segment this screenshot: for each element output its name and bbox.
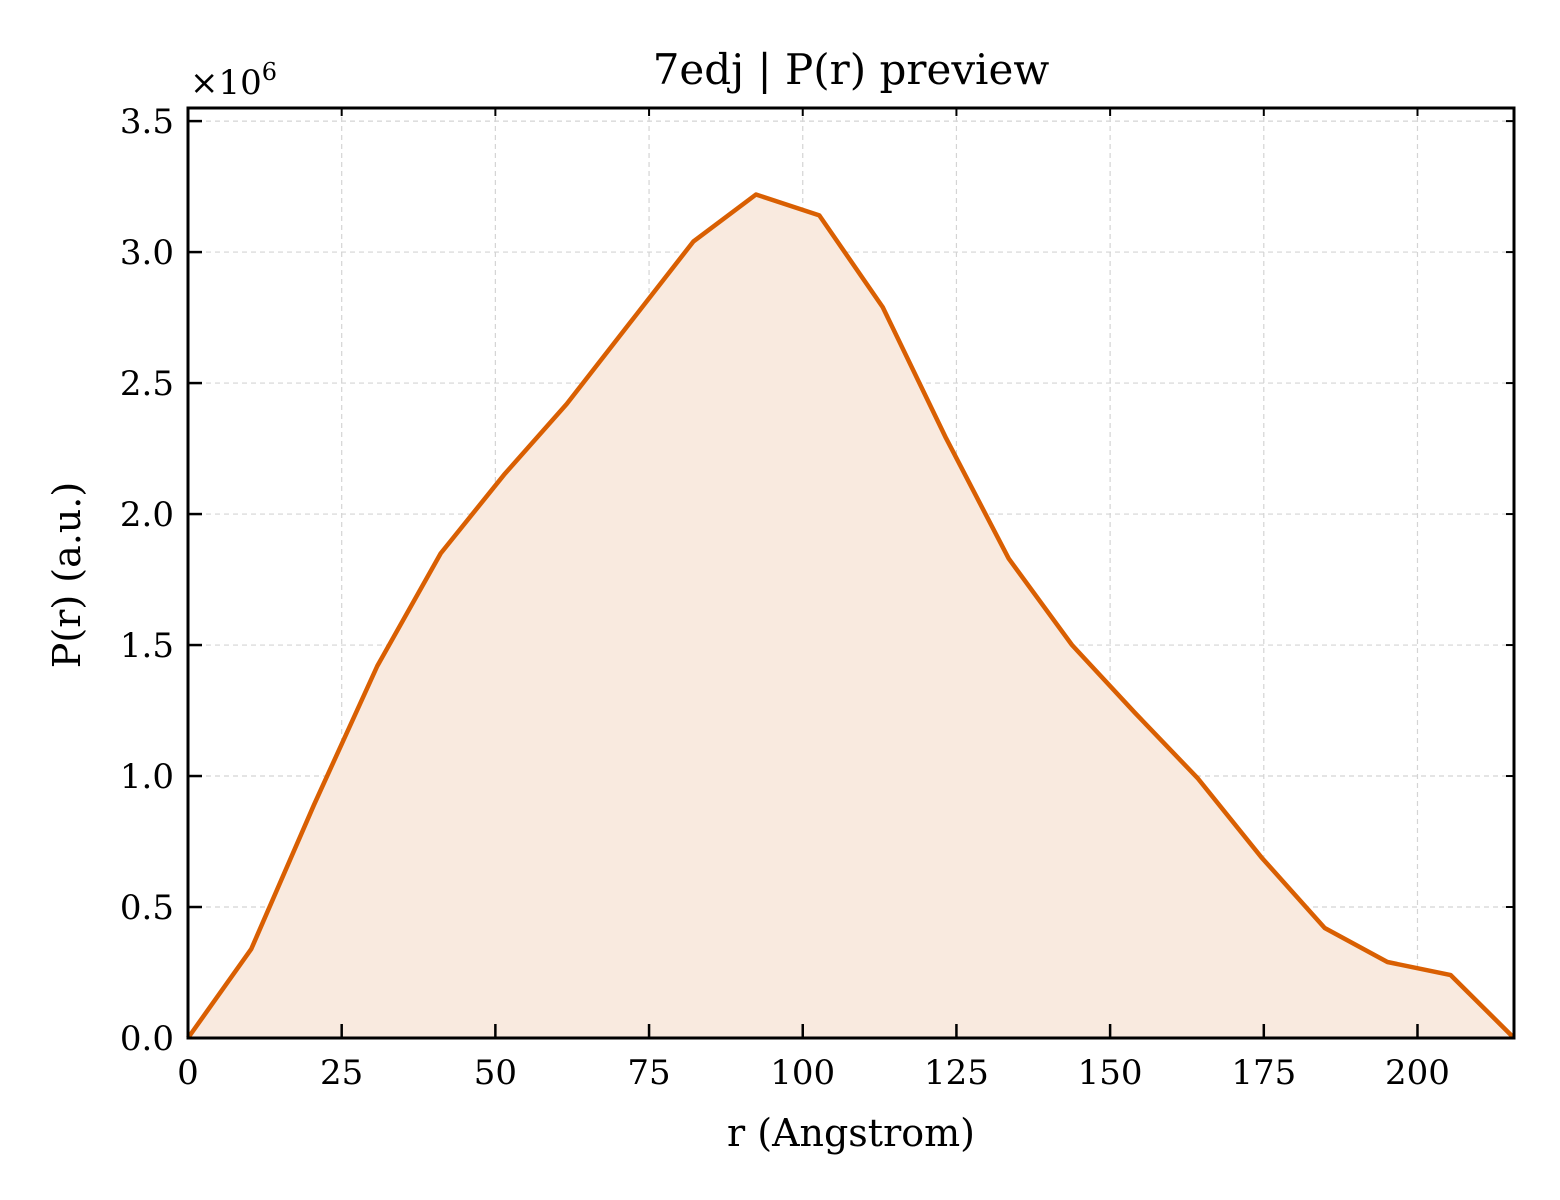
y-axis-label: P(r) (a.u.): [45, 482, 89, 668]
x-tick-label: 0: [177, 1053, 199, 1093]
axis-ticks: 0 25 50 75 100 125 150 175 200 0.0 0.5 1.0 1.5 2.0 2.5…: [120, 102, 1514, 1093]
y-tick-label: 3.5: [120, 102, 174, 142]
pr-series-line: [186, 192, 1516, 1040]
x-tick-label: 150: [1078, 1053, 1143, 1093]
x-tick-label: 50: [474, 1053, 517, 1093]
x-tick-label: 75: [627, 1053, 670, 1093]
y-tick-label: 2.5: [120, 364, 174, 404]
x-tick-label: 125: [924, 1053, 989, 1093]
y-tick-label: 1.5: [120, 626, 174, 666]
plot-frame: [186, 106, 1516, 1040]
y-tick-label: 3.0: [120, 233, 174, 273]
y-tick-label: 0.5: [120, 888, 174, 928]
y-tick-label: 0.0: [120, 1019, 174, 1059]
x-tick-label: 200: [1385, 1053, 1450, 1093]
y-scale-multiplier: ×106: [190, 58, 277, 103]
y-tick-label: 1.0: [120, 757, 174, 797]
x-tick-label: 25: [320, 1053, 363, 1093]
pr-area-fill: [188, 194, 1514, 1038]
x-axis-label: r (Angstrom): [727, 1111, 975, 1155]
y-scale-multiplier-base: ×10: [190, 63, 262, 103]
x-tick-label: 175: [1231, 1053, 1296, 1093]
y-tick-label: 2.0: [120, 495, 174, 535]
x-tick-label: 100: [770, 1053, 835, 1093]
chart-title: 7edj | P(r) preview: [653, 45, 1050, 94]
y-scale-multiplier-exponent: 6: [262, 58, 277, 86]
